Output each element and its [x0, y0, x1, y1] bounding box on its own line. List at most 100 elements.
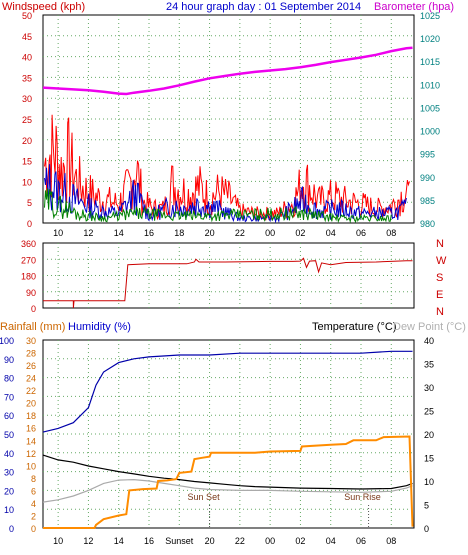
rainfall-axis-title: Rainfall (mm): [0, 321, 65, 333]
windspeed-tick-label: 30: [22, 94, 32, 104]
wind-gridlines: [43, 15, 414, 223]
direction-degree-label: 270: [21, 255, 36, 265]
direction-degree-label: 0: [31, 304, 36, 314]
wind-hour-label: 02: [295, 228, 305, 238]
wind-barometer-panel: Windspeed (kph) 24 hour graph day : 01 S…: [2, 1, 454, 238]
temperature-tick-label: 10: [424, 477, 434, 487]
rain-hour-label: 16: [144, 536, 154, 546]
rain-hour-label: Sunset: [165, 536, 194, 546]
direction-compass-label: S: [436, 272, 443, 284]
humidity-axis-title: Humidity (%): [68, 321, 131, 333]
humidity-tick-label: 0: [9, 524, 14, 534]
rain-hour-label: 12: [83, 536, 93, 546]
rainfall-tick-label: 22: [26, 386, 36, 396]
temperature-tick-label: 20: [424, 430, 434, 440]
rain-hour-label: 06: [356, 536, 366, 546]
windspeed-tick-label: 35: [22, 73, 32, 83]
wind-hour-label: 22: [235, 228, 245, 238]
windspeed-tick-label: 0: [27, 219, 32, 229]
rain-hour-label: 02: [295, 536, 305, 546]
wind-direction-series: [43, 257, 413, 309]
rainfall-series: [43, 435, 414, 529]
barometer-tick-label: 1020: [420, 34, 440, 44]
wind-hour-label: 14: [114, 228, 124, 238]
barometer-tick-label: 1010: [420, 80, 440, 90]
wind-hour-label: 04: [326, 228, 336, 238]
dewpoint-axis-title: Dew Point (°C): [393, 321, 466, 333]
rainfall-tick-label: 30: [26, 336, 36, 346]
sun-annotation-label: Sun Set: [188, 492, 221, 502]
sun-annotation-label: Sun Rise: [344, 492, 381, 502]
rainfall-tick-label: 26: [26, 361, 36, 371]
rain-hour-label: 10: [53, 536, 63, 546]
graph-title: 24 hour graph day : 01 September 2014: [166, 1, 361, 13]
wind-average-series: [44, 164, 407, 224]
windspeed-tick-label: 15: [22, 157, 32, 167]
temperature-axis-title: Temperature (°C): [312, 321, 396, 333]
rain-hour-label: 04: [326, 536, 336, 546]
rainfall-tick-label: 12: [26, 449, 36, 459]
wind-hour-label: 18: [174, 228, 184, 238]
humidity-tick-label: 40: [4, 449, 14, 459]
humidity-tick-label: 80: [4, 374, 14, 384]
rainfall-tick-label: 10: [26, 461, 36, 471]
rainfall-tick-label: 24: [26, 374, 36, 384]
wind-hour-label: 16: [144, 228, 154, 238]
rain-hour-label: 14: [114, 536, 124, 546]
wind-hour-tick-labels: 10 12 14 16 18 20 22 00 02 04 06 08: [53, 228, 396, 238]
rainfall-tick-label: 14: [26, 436, 36, 446]
rain-hour-label: 08: [386, 536, 396, 546]
windspeed-tick-label: 10: [22, 177, 32, 187]
direction-degree-labels: 360 270 180 90 0: [21, 239, 36, 314]
humidity-tick-label: 70: [4, 392, 14, 402]
humidity-tick-label: 30: [4, 468, 14, 478]
rainfall-tick-label: 18: [26, 411, 36, 421]
direction-compass-label: N: [436, 306, 444, 318]
windspeed-tick-label: 5: [27, 198, 32, 208]
humidity-tick-label: 90: [4, 355, 14, 365]
rainfall-tick-label: 6: [31, 486, 36, 496]
rainfall-tick-label: 28: [26, 349, 36, 359]
windspeed-tick-label: 45: [22, 32, 32, 42]
rain-hour-label: 22: [235, 536, 245, 546]
dew-point-series: [42, 478, 413, 503]
barometer-tick-label: 1005: [420, 103, 440, 113]
rainfall-tick-label: 0: [31, 524, 36, 534]
temperature-series: [42, 454, 413, 490]
temperature-tick-label: 15: [424, 454, 434, 464]
windspeed-axis-title: Windspeed (kph): [2, 1, 85, 13]
barometer-tick-labels: 980 985 990 995 1000 1005 1010 1015 1020 1025: [420, 11, 440, 229]
wind-hour-label: 10: [53, 228, 63, 238]
wind-hour-label: 00: [265, 228, 275, 238]
windspeed-tick-labels: 0 5 10 15 20 25 30 35 40 45 50: [22, 11, 32, 229]
sun-annotations: Sun Set Sun Rise: [188, 492, 381, 528]
humidity-tick-label: 20: [4, 486, 14, 496]
rain-hour-label: 00: [265, 536, 275, 546]
rainfall-tick-label: 2: [31, 511, 36, 521]
windspeed-tick-label: 50: [22, 11, 32, 21]
barometer-axis-title: Barometer (hpa): [374, 1, 454, 13]
humidity-series: [42, 350, 413, 433]
humidity-tick-label: 60: [4, 411, 14, 421]
temperature-tick-label: 30: [424, 383, 434, 393]
windspeed-tick-label: 20: [22, 136, 32, 146]
barometer-tick-label: 990: [420, 173, 435, 183]
direction-degree-label: 180: [21, 272, 36, 282]
direction-degree-label: 360: [21, 239, 36, 249]
barometer-tick-label: 985: [420, 196, 435, 206]
humidity-tick-label: 100: [0, 336, 14, 346]
rainfall-tick-label: 8: [31, 474, 36, 484]
direction-plot-frame: [42, 242, 415, 309]
direction-compass-label: E: [436, 289, 443, 301]
temperature-tick-label: 40: [424, 336, 434, 346]
rain-gridlines: [43, 340, 414, 528]
humidity-tick-labels: 0 10 20 30 40 50 60 70 80 90 100: [0, 336, 14, 534]
barometer-tick-label: 1000: [420, 127, 440, 137]
wind-hour-label: 08: [386, 228, 396, 238]
direction-series-group: [43, 257, 413, 309]
wind-hour-label: 20: [205, 228, 215, 238]
wind-low-series: [44, 188, 392, 224]
